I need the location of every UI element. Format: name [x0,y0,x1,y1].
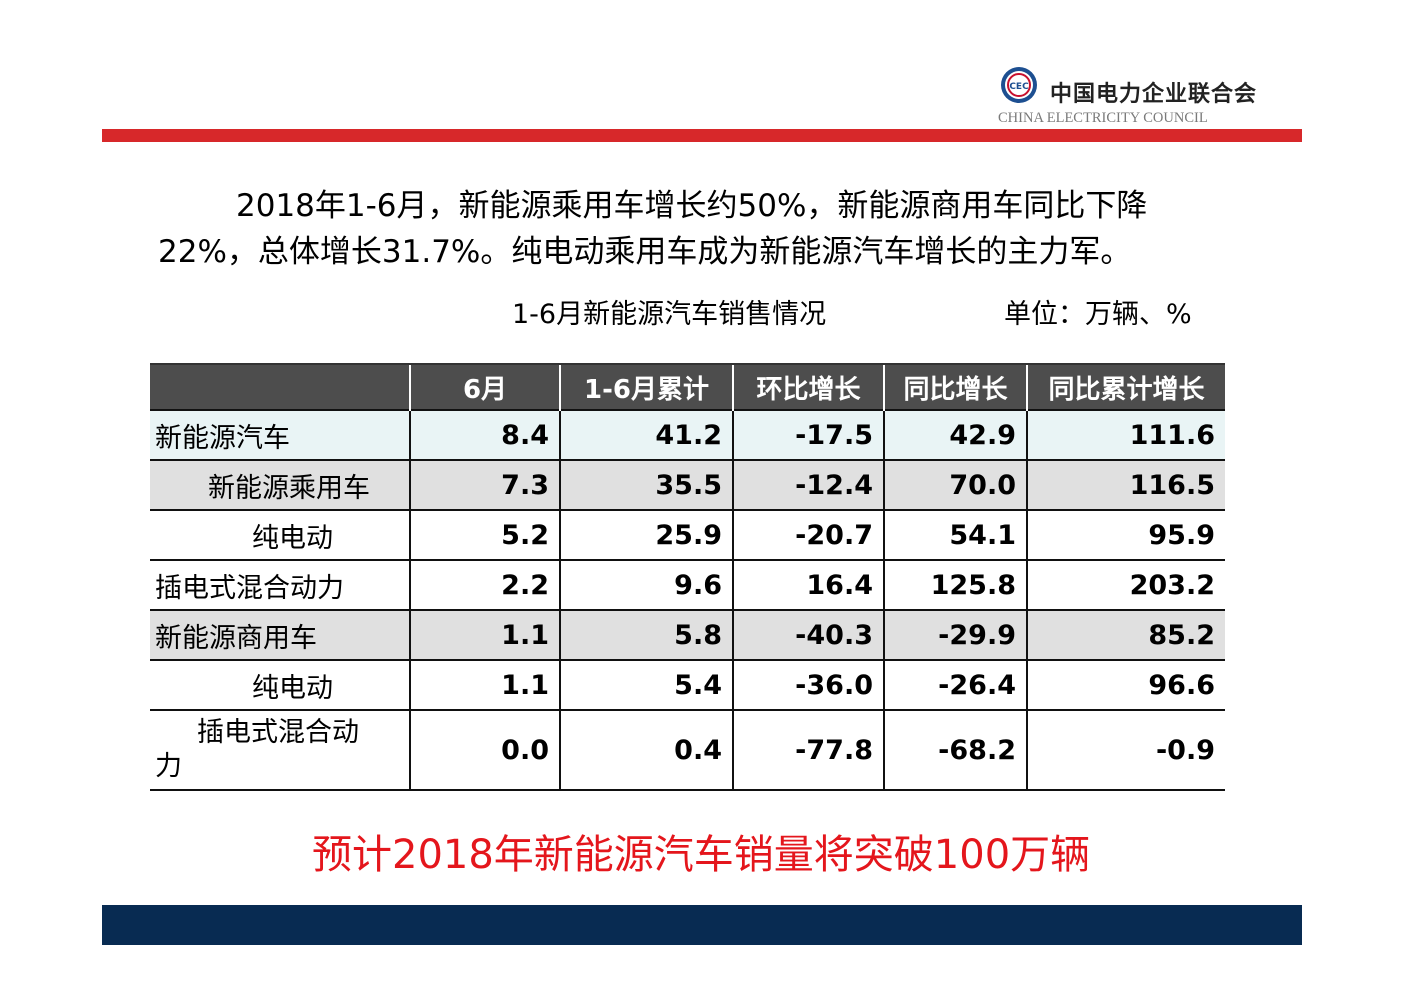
cell-ytd: 35.5 [559,459,733,510]
cell-yoy-ytd: 95.9 [1026,509,1225,560]
row-name-line-2: 力 [155,751,182,782]
row-name: 新能源商用车 [150,609,410,660]
table-row: 新能源汽车 8.4 41.2 -17.5 42.9 111.6 [150,409,1225,460]
table-row: 纯电动 1.1 5.4 -36.0 -26.4 96.6 [150,659,1225,710]
unit-label: 单位：万辆、% [1004,299,1192,330]
emblem-letters: CEC [1009,82,1029,92]
header-cell-blank [150,363,410,410]
cell-ytd: 0.4 [559,709,733,791]
header-cell-ytd: 1-6月累计 [559,363,733,410]
cell-yoy: -26.4 [883,659,1027,710]
cell-mom: -17.5 [732,409,884,460]
cell-mom: -12.4 [732,459,884,510]
sales-table: 6月 1-6月累计 环比增长 同比增长 同比累计增长 新能源汽车 8.4 41.… [150,363,1225,791]
intro-line-1: 2018年1-6月，新能源乘用车增长约50%，新能源商用车同比下降 [236,188,1148,224]
table-row: 插电式混合动力 2.2 9.6 16.4 125.8 203.2 [150,559,1225,610]
cell-ytd: 9.6 [559,559,733,610]
row-name-line-1: 插电式混合动 [197,717,359,748]
intro-line-2: 22%，总体增长31.7%。纯电动乘用车成为新能源汽车增长的主力军。 [158,234,1132,270]
table-row: 纯电动 5.2 25.9 -20.7 54.1 95.9 [150,509,1225,560]
cell-june: 2.2 [409,559,560,610]
cec-logo: CEC 中国电力企业联合会 CHINA ELECTRICITY COUNCIL [998,66,1256,128]
cell-yoy: -68.2 [883,709,1027,791]
row-name: 新能源乘用车 [150,459,410,510]
header-cell-mom: 环比增长 [732,363,884,410]
cell-june: 8.4 [409,409,560,460]
table-title: 1-6月新能源汽车销售情况 [512,299,827,330]
cell-june: 7.3 [409,459,560,510]
row-name: 插电式混合动 力 [150,709,410,791]
cell-ytd: 41.2 [559,409,733,460]
cell-june: 0.0 [409,709,560,791]
cell-mom: -36.0 [732,659,884,710]
cell-june: 1.1 [409,609,560,660]
row-name: 纯电动 [150,509,410,560]
cell-mom: -20.7 [732,509,884,560]
cell-yoy: 70.0 [883,459,1027,510]
cell-mom: -40.3 [732,609,884,660]
cell-ytd: 25.9 [559,509,733,560]
logo-english-name: CHINA ELECTRICITY COUNCIL [998,110,1208,126]
cell-yoy: -29.9 [883,609,1027,660]
cell-june: 5.2 [409,509,560,560]
forecast-statement: 预计2018年新能源汽车销量将突破100万辆 [312,832,1091,878]
cell-yoy-ytd: 111.6 [1026,409,1225,460]
cell-mom: 16.4 [732,559,884,610]
cell-yoy: 42.9 [883,409,1027,460]
logo-chinese-name: 中国电力企业联合会 [1050,82,1258,107]
cell-june: 1.1 [409,659,560,710]
table-row: 插电式混合动 力 0.0 0.4 -77.8 -68.2 -0.9 [150,709,1225,791]
cell-yoy: 54.1 [883,509,1027,560]
footer-navy-bar [102,905,1302,945]
cell-yoy-ytd: -0.9 [1026,709,1225,791]
cell-yoy-ytd: 96.6 [1026,659,1225,710]
table-header-row: 6月 1-6月累计 环比增长 同比增长 同比累计增长 [150,363,1225,410]
cell-yoy: 125.8 [883,559,1027,610]
row-name: 插电式混合动力 [150,559,410,610]
table-row: 新能源商用车 1.1 5.8 -40.3 -29.9 85.2 [150,609,1225,660]
cell-yoy-ytd: 116.5 [1026,459,1225,510]
cell-ytd: 5.4 [559,659,733,710]
cell-mom: -77.8 [732,709,884,791]
row-name: 新能源汽车 [150,409,410,460]
header-cell-yoy-ytd: 同比累计增长 [1026,363,1225,410]
cec-emblem-icon: CEC [1001,67,1037,103]
header-cell-yoy: 同比增长 [883,363,1027,410]
row-name: 纯电动 [150,659,410,710]
cell-ytd: 5.8 [559,609,733,660]
cell-yoy-ytd: 203.2 [1026,559,1225,610]
cell-yoy-ytd: 85.2 [1026,609,1225,660]
header-red-divider [102,129,1302,142]
table-row: 新能源乘用车 7.3 35.5 -12.4 70.0 116.5 [150,459,1225,510]
intro-paragraph: 2018年1-6月，新能源乘用车增长约50%，新能源商用车同比下降 22%，总体… [158,183,1258,275]
header-cell-june: 6月 [409,363,560,410]
